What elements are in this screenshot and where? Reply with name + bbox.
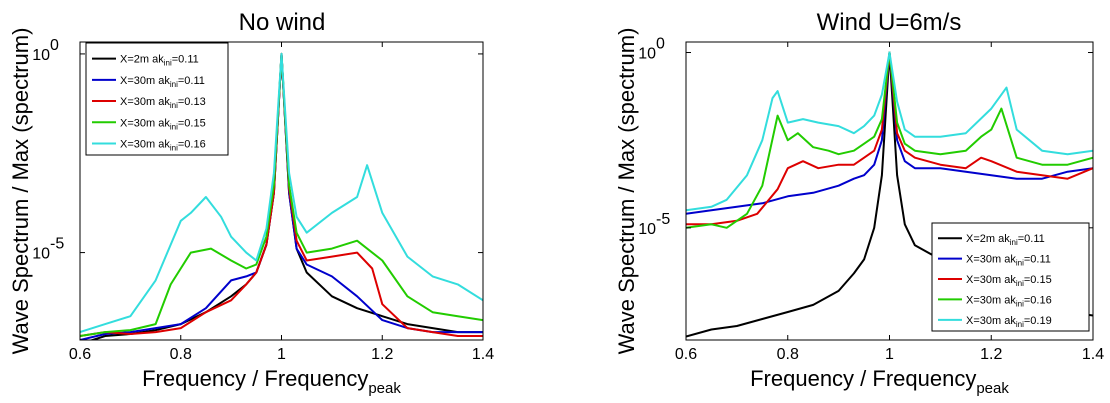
legend-label: X=2m akini=0.11	[120, 54, 199, 68]
x-tick-label: 1.4	[472, 346, 494, 363]
y-tick-label: 10	[32, 47, 50, 64]
y-tick-exponent: 0	[50, 37, 59, 54]
legend: X=2m akini=0.11 X=30m akini=0.11 X=30m aki…	[85, 42, 229, 156]
y-tick-exponent: -5	[656, 211, 670, 228]
chart-title: Wind U=6m/s	[817, 9, 962, 36]
y-tick-label: 10	[638, 46, 656, 63]
x-tick-label: 0.8	[170, 346, 192, 363]
series-line-2	[686, 51, 1093, 215]
x-tick-label: 1.2	[371, 346, 393, 363]
y-tick-label: 10	[638, 221, 656, 238]
legend-label: X=30m akini=0.13	[120, 96, 206, 110]
chart-title: No wind	[239, 9, 326, 36]
y-tick-exponent: -5	[50, 236, 64, 253]
y-tick-label: 10	[32, 246, 50, 263]
series-line-5	[686, 51, 1093, 212]
legend-box	[85, 42, 229, 156]
legend-label: X=30m akini=0.11	[966, 254, 1051, 268]
y-axis-label: Wave Spectrum / Max (spectrum)	[614, 28, 639, 355]
x-tick-label: 0.8	[777, 346, 799, 363]
x-tick-label: 1	[277, 346, 286, 363]
legend-label: X=2m akini=0.11	[966, 233, 1045, 247]
x-tick-label: 0.6	[69, 346, 91, 363]
legend: X=2m akini=0.11 X=30m akini=0.11 X=30m aki…	[931, 222, 1090, 332]
series-line-4	[686, 51, 1093, 229]
y-axis-label: Wave Spectrum / Max (spectrum)	[8, 28, 33, 355]
x-tick-label: 1	[885, 346, 894, 363]
legend-label: X=30m akini=0.15	[966, 274, 1052, 288]
series-lines	[80, 52, 483, 340]
x-tick-label: 1.4	[1082, 346, 1104, 363]
legend-label: X=30m akini=0.16	[120, 138, 206, 152]
x-axis-label: Frequency / Frequencypeak	[750, 366, 1009, 397]
series-line-5	[80, 52, 483, 334]
legend-label: X=30m akini=0.19	[966, 315, 1052, 329]
legend-box	[931, 222, 1090, 332]
x-tick-label: 0.6	[675, 346, 697, 363]
legend-label: X=30m akini=0.11	[120, 75, 205, 89]
x-tick-label: 1.2	[980, 346, 1002, 363]
legend-label: X=30m akini=0.16	[966, 294, 1052, 308]
series-line-3	[686, 51, 1093, 226]
y-tick-exponent: 0	[656, 36, 665, 53]
legend-label: X=30m akini=0.15	[120, 117, 206, 131]
x-axis-label: Frequency / Frequencypeak	[142, 366, 401, 397]
chart-panel-2: Wind U=6m/s0.6 0.8 1 1.2 1.410010-5Frequency…	[614, 9, 1104, 397]
series-line-4	[80, 52, 483, 337]
